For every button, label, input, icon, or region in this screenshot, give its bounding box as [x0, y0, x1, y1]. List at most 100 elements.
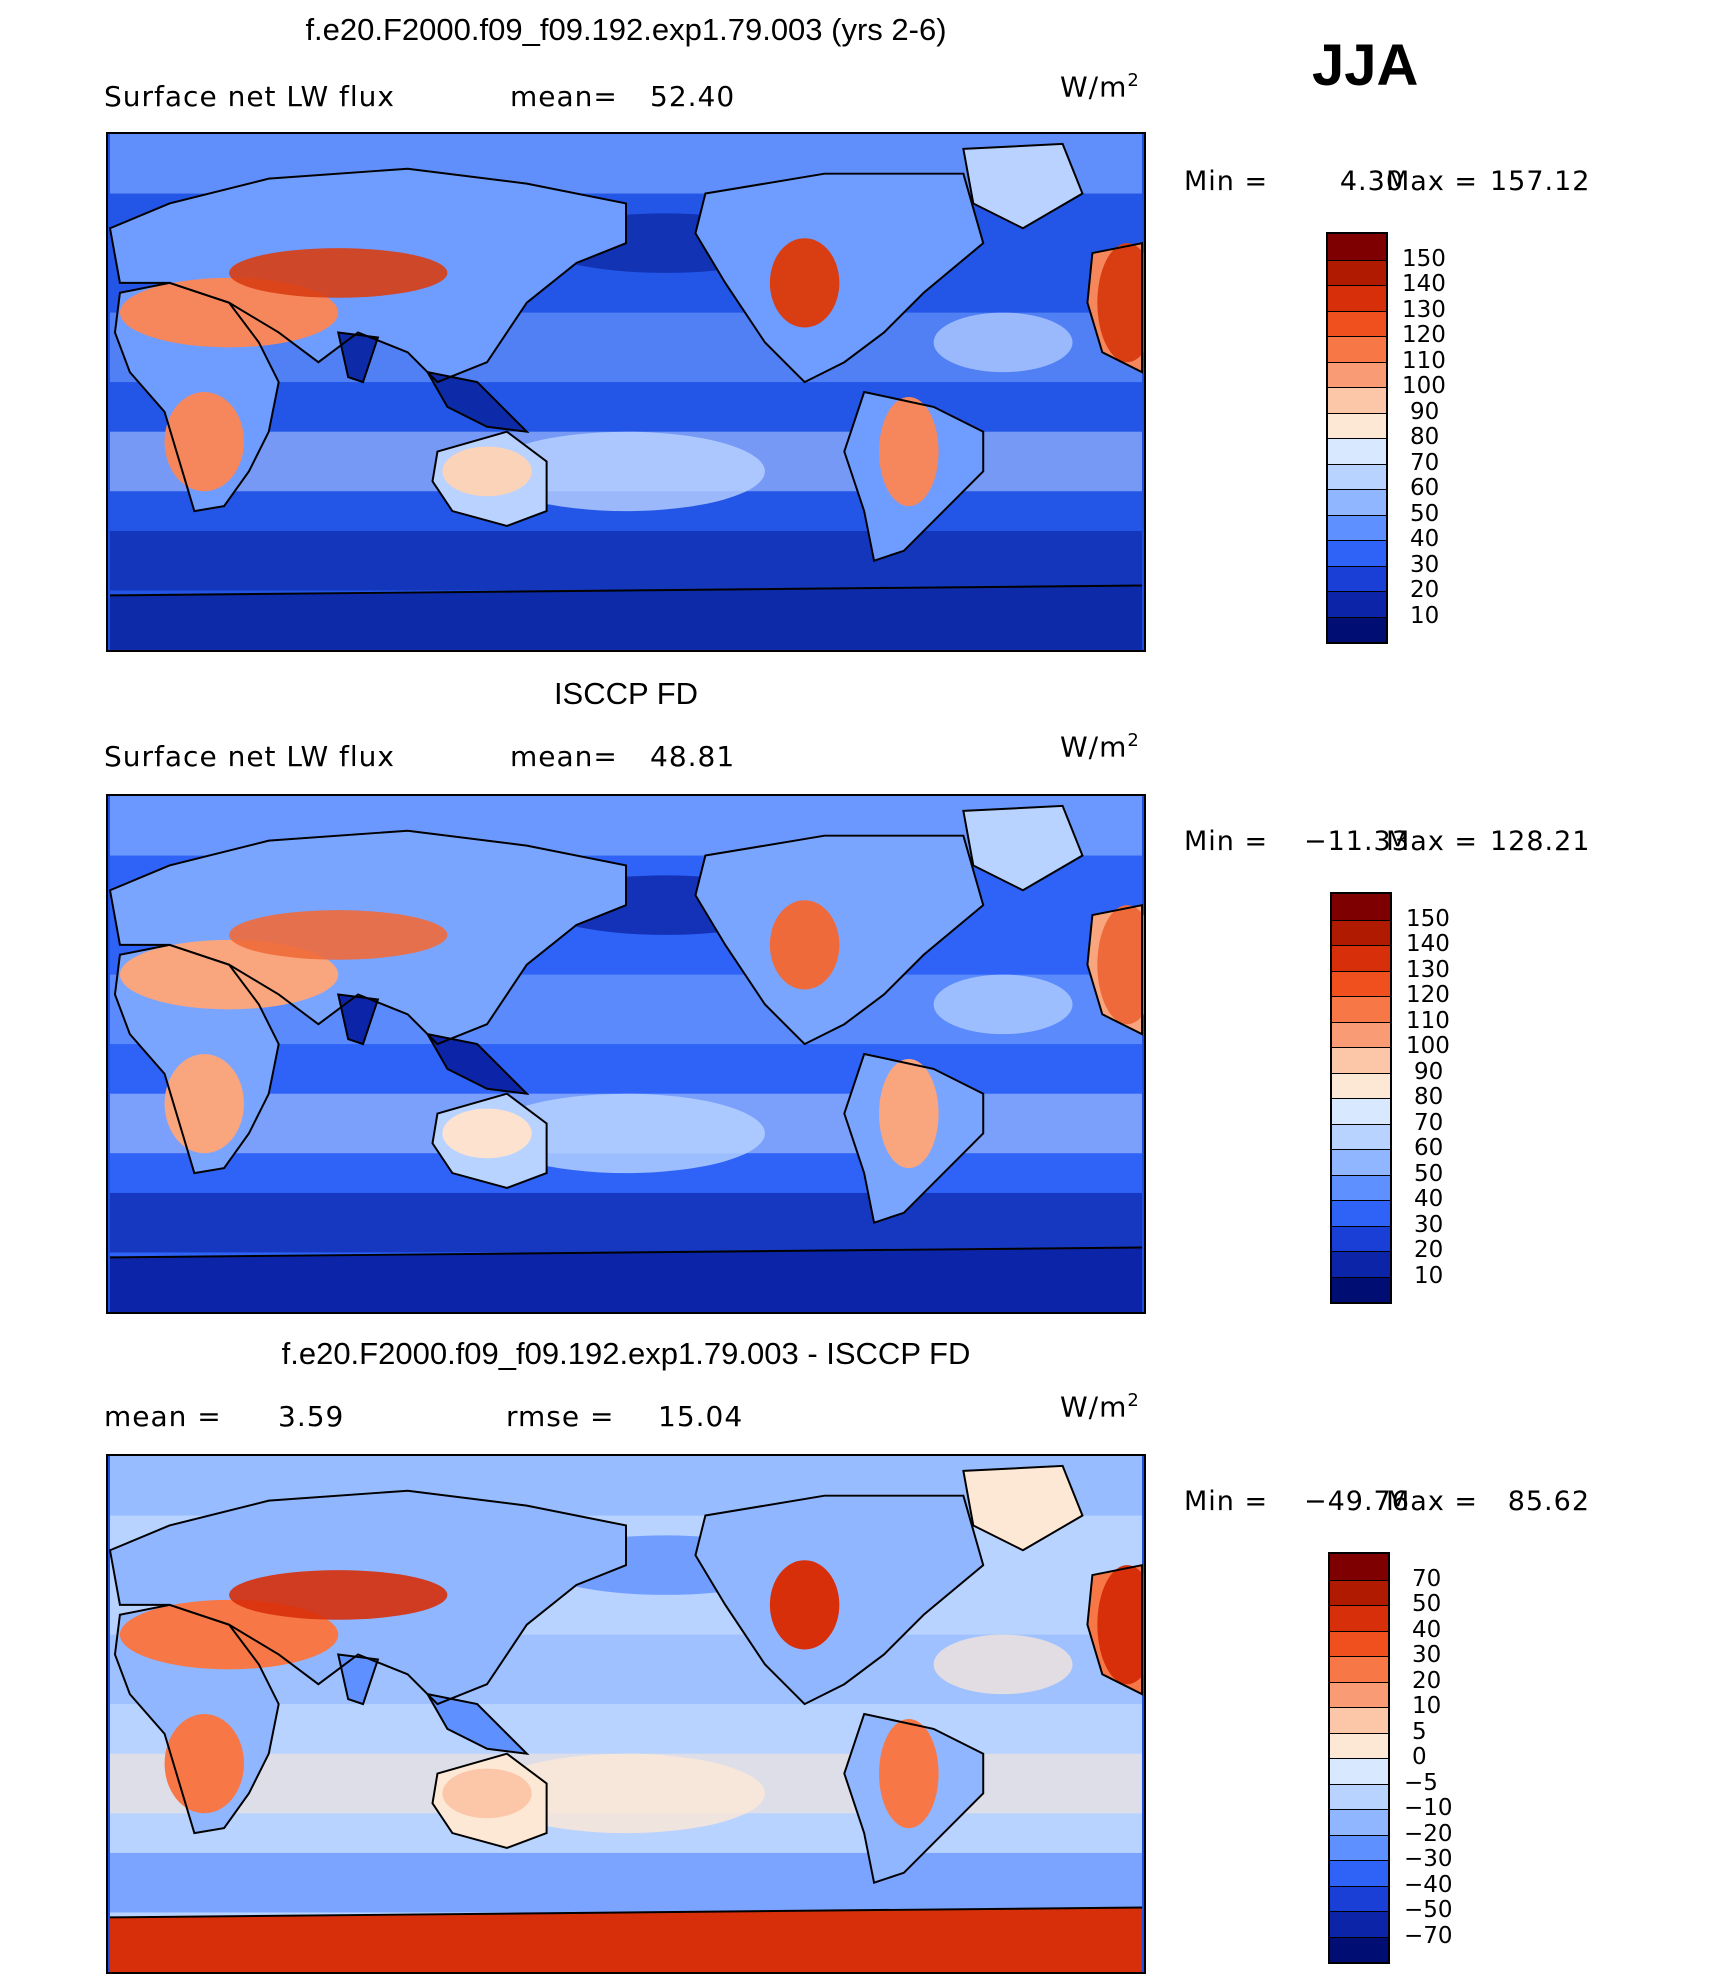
central-asia-feature	[229, 1570, 448, 1620]
land-fill-india	[338, 1654, 378, 1705]
colorbar-swatch	[1332, 1021, 1390, 1047]
colorbar-level-label: 40	[1410, 526, 1440, 552]
coastline-africa	[113, 281, 280, 513]
colorbar-swatch	[1330, 1809, 1388, 1835]
colorbar-swatch	[1328, 514, 1386, 540]
colorbar-swatch	[1332, 894, 1390, 920]
coastline-namerica	[694, 1494, 985, 1706]
max-label: Max =	[1386, 166, 1479, 197]
colorbar-swatch	[1332, 1200, 1390, 1226]
mean-label: mean=	[510, 740, 618, 773]
coastline-australia	[431, 1092, 548, 1190]
coastline-seasia	[425, 370, 530, 434]
left-label: mean =	[104, 1400, 222, 1433]
colorbar-level-label: 130	[1406, 956, 1450, 983]
colorbar-level-label: 140	[1402, 271, 1446, 297]
land-fill-antarctica	[110, 1247, 1142, 1312]
colorbar-swatch	[1328, 285, 1386, 311]
colorbar-level-label: 40	[1412, 1616, 1442, 1643]
colorbar	[1328, 1552, 1390, 1964]
units-base: W/m	[1060, 1390, 1128, 1424]
colorbar-level-label: 100	[1406, 1033, 1450, 1059]
land-fill-antarctica	[110, 585, 1142, 650]
colorbar-swatch	[1328, 540, 1386, 566]
map-frame	[106, 1454, 1146, 1974]
coastline-europewest	[1086, 903, 1143, 1036]
colorbar-swatch	[1328, 310, 1386, 336]
mean-value: 3.59	[278, 1400, 345, 1433]
colorbar	[1326, 232, 1388, 644]
colorbar-swatch	[1330, 1656, 1388, 1682]
colorbar-level-label: 0	[1412, 1744, 1427, 1770]
colorbar-level-label: 90	[1414, 1058, 1444, 1085]
colorbar-level-label: 70	[1412, 1565, 1442, 1592]
andes-feature	[879, 396, 939, 507]
coastline-india	[336, 1653, 380, 1706]
sahara-feature	[119, 277, 339, 348]
map-field	[108, 134, 1144, 650]
coastline-greenland	[962, 804, 1084, 892]
colorbar-swatch	[1332, 1123, 1390, 1149]
units-label: W/m2	[1060, 730, 1140, 763]
colorbar-level-label: 5	[1412, 1718, 1427, 1745]
colorbar-swatch	[1328, 438, 1386, 464]
iberia-feature	[1097, 243, 1144, 363]
colorbar-swatch	[1332, 1251, 1390, 1277]
colorbar-level-label: 80	[1414, 1084, 1444, 1110]
colorbar-level-label: 20	[1410, 577, 1440, 603]
colorbar-swatch	[1328, 387, 1386, 413]
max-value: 157.12	[1490, 166, 1591, 197]
colorbar-swatch	[1328, 565, 1386, 591]
max-value: 128.21	[1490, 826, 1591, 857]
coastline-greenland	[962, 142, 1084, 230]
colorbar-swatch	[1330, 1936, 1388, 1962]
land-fill-seasia	[427, 372, 527, 432]
coastline-seasia	[425, 1692, 530, 1756]
atlantic-feature	[933, 312, 1073, 373]
panel-title: f.e20.F2000.f09_f09.192.exp1.79.003 - IS…	[281, 1336, 971, 1371]
land-fill-seasia	[427, 1034, 527, 1094]
min-label: Min =	[1184, 826, 1269, 857]
min-value: −49.76	[1304, 1486, 1410, 1517]
coastline-africa	[113, 943, 280, 1175]
andes-feature	[879, 1058, 939, 1169]
coastline-europewest	[1086, 1563, 1143, 1696]
colorbar-level-label: 80	[1410, 424, 1440, 450]
colorbar-swatch	[1332, 1149, 1390, 1175]
colorbar-swatch	[1330, 1681, 1388, 1707]
southern-ocean-band	[110, 1192, 1142, 1253]
colorbar-level-label: 30	[1414, 1211, 1444, 1238]
land-fill-seasia	[427, 1694, 527, 1754]
colorbar-swatch	[1328, 489, 1386, 515]
coastline-antarctica	[109, 1906, 1143, 1919]
iberia-feature	[1097, 1565, 1144, 1685]
colorbar-swatch	[1332, 996, 1390, 1022]
panel-title: f.e20.F2000.f09_f09.192.exp1.79.003 (yrs…	[305, 12, 947, 47]
min-label: Min =	[1184, 1486, 1269, 1517]
colorbar-level-label: 40	[1414, 1186, 1444, 1212]
colorbar-level-label: −40	[1404, 1871, 1453, 1898]
units-exponent: 2	[1127, 730, 1140, 751]
colorbar-swatch	[1328, 259, 1386, 285]
colorbar-swatch	[1332, 1276, 1390, 1302]
panel-title: ISCCP FD	[553, 676, 699, 711]
colorbar-swatch	[1330, 1783, 1388, 1809]
coastline-australia	[431, 1752, 548, 1850]
coastline-eurasia	[108, 167, 627, 384]
colorbar-level-label: 10	[1414, 1262, 1444, 1289]
colorbar-swatch	[1330, 1732, 1388, 1758]
western-us-feature	[769, 238, 840, 328]
coastline-namerica	[694, 172, 985, 384]
map-frame	[106, 794, 1146, 1314]
iberia-feature	[1097, 905, 1144, 1025]
colorbar-level-label: 10	[1410, 602, 1440, 629]
colorbar-level-label: 10	[1412, 1693, 1442, 1719]
colorbar-swatch	[1330, 1758, 1388, 1784]
units-base: W/m	[1060, 70, 1128, 104]
colorbar-swatch	[1328, 336, 1386, 362]
units-label: W/m2	[1060, 1390, 1140, 1423]
colorbar-swatch	[1328, 361, 1386, 387]
land-fill-namerica	[695, 1495, 984, 1705]
southern-africa-feature	[164, 1054, 244, 1154]
atlantic-feature	[933, 1634, 1073, 1695]
